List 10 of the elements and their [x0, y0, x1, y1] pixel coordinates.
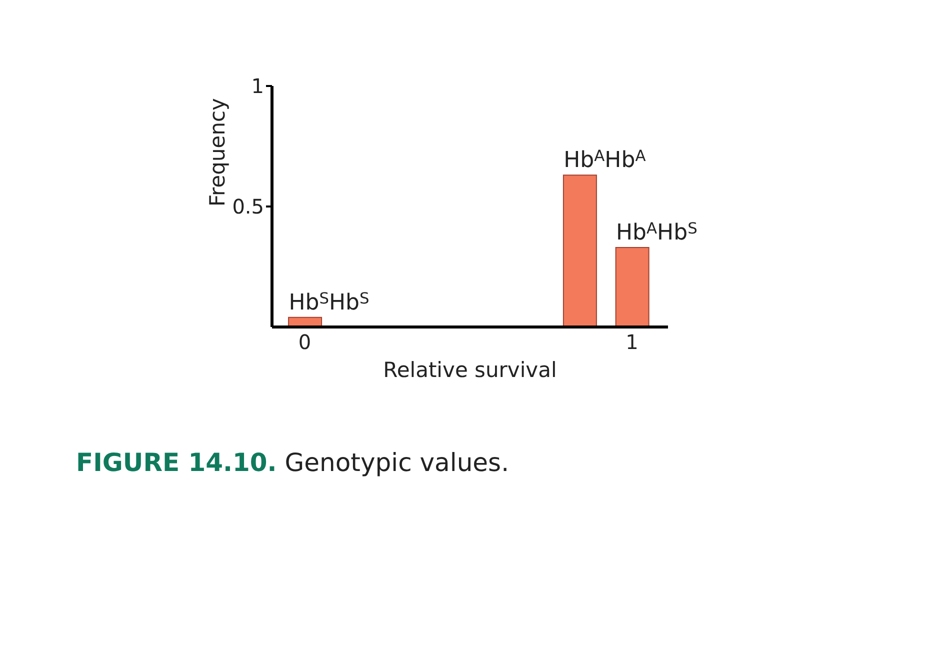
- text: FIGURE 14.10. Genotypic values.: [76, 448, 510, 477]
- annotation: Hb$^{S}$Hb$^{S}$: [288, 289, 370, 316]
- annotation: Hb$^{A}$Hb$^{S}$: [616, 219, 698, 246]
- annotation: Hb$^{A}$Hb$^{A}$: [564, 147, 646, 174]
- bar: [615, 246, 650, 327]
- x-axis-title: Relative survival: [383, 358, 557, 382]
- x-tick-label: 0: [298, 330, 312, 354]
- y-tick-label: 0.5: [232, 194, 264, 219]
- bar: [562, 174, 597, 327]
- y-axis-title: Frequency: [205, 98, 230, 206]
